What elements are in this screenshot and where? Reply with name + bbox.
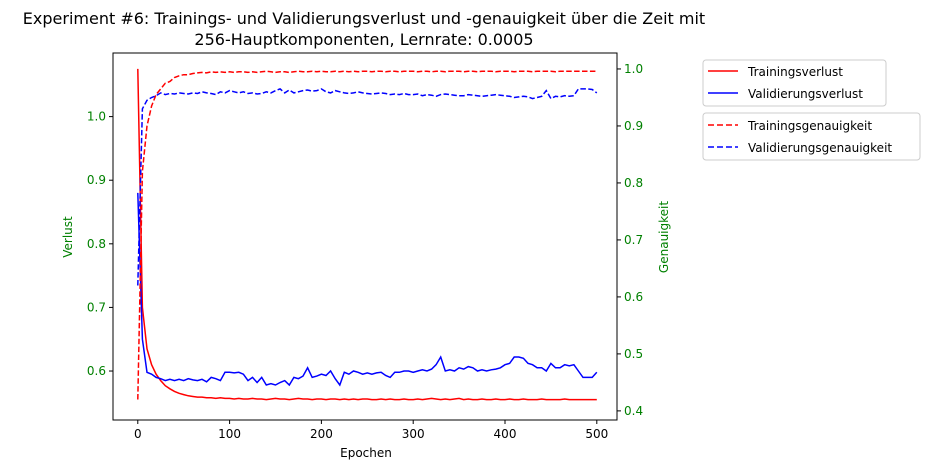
y-left-tick-label: 0.7 — [87, 300, 106, 314]
y-right-tick-label: 0.7 — [624, 233, 643, 247]
y-axis-label-left: Verlust — [61, 216, 75, 258]
x-tick-label: 300 — [402, 427, 425, 441]
series-line-trainingsverlust — [137, 68, 597, 401]
legend-label-validierungsgenauigkeit: Validierungsgenauigkeit — [748, 141, 892, 155]
x-tick-label: 100 — [218, 427, 241, 441]
axes-frame — [112, 52, 618, 421]
y-left-tick-label: 1.0 — [87, 110, 106, 124]
y-axis-label-right: Genauigkeit — [657, 201, 671, 273]
chart-title-line-2: 256-Hauptkomponenten, Lernrate: 0.0005 — [194, 30, 533, 49]
x-tick-label: 0 — [134, 427, 142, 441]
y-right-tick-label: 0.6 — [624, 290, 643, 304]
plot-area — [137, 68, 598, 401]
series-line-validierungsgenauigkeit — [137, 88, 598, 286]
y-left-tick-label: 0.6 — [87, 364, 106, 378]
legend-label-validierungsverlust: Validierungsverlust — [748, 87, 863, 101]
chart-title-line-1: Experiment #6: Trainings- und Validierun… — [23, 9, 705, 28]
x-tick-label: 200 — [310, 427, 333, 441]
ticks: 0 100 200 300 400 500 0.6 0.7 0.8 0.9 1.0 0.4 0.5 0.6… — [87, 62, 643, 441]
legend-accuracy: Trainingsgenauigkeit Validierungsgenauig… — [702, 112, 921, 161]
y-right-tick-label: 1.0 — [624, 62, 643, 76]
y-right-tick-label: 0.9 — [624, 119, 643, 133]
x-axis-label: Epochen — [340, 446, 392, 460]
y-right-tick-label: 0.4 — [624, 404, 643, 418]
series-line-validierungsverlust — [137, 192, 598, 387]
y-right-tick-label: 0.5 — [624, 347, 643, 361]
x-tick-label: 400 — [494, 427, 517, 441]
legend-loss: Trainingsverlust Validierungsverlust — [702, 59, 887, 107]
x-tick-label: 500 — [585, 427, 608, 441]
legend-label-trainingsgenauigkeit: Trainingsgenauigkeit — [747, 119, 872, 133]
legend-label-trainingsverlust: Trainingsverlust — [747, 65, 843, 79]
y-right-tick-label: 0.8 — [624, 176, 643, 190]
series-line-trainingsgenauigkeit — [137, 70, 597, 400]
y-left-tick-label: 0.9 — [87, 173, 106, 187]
y-left-tick-label: 0.8 — [87, 237, 106, 251]
